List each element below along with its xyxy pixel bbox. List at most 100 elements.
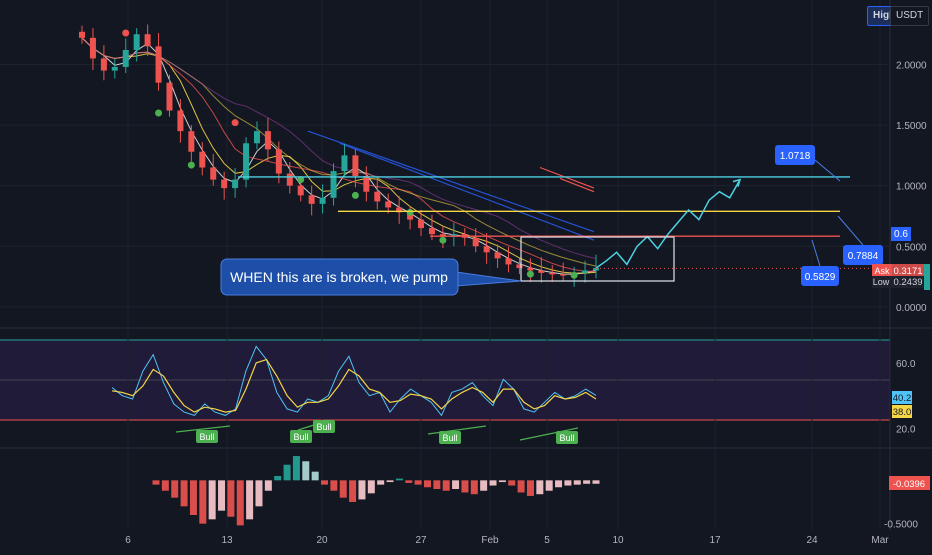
macd-bar [414,480,422,485]
x-tick-label: Mar [871,535,889,546]
level-label-3-box [801,266,839,286]
macd-bar [423,480,431,488]
rsi-value-text: 40.2 [893,393,912,404]
price-tick-label: 0.5000 [896,242,927,253]
bull-label-text: Bull [559,433,574,443]
macd-bar [274,476,282,481]
macd-bar [508,480,516,486]
candle-body [297,185,304,196]
rsi-tick-label: 60.0 [896,359,916,370]
macd-bar [152,480,160,485]
bull-label-box [313,420,335,433]
signal-dot [155,109,163,117]
signal-dot [187,161,195,169]
level-label-1[interactable]: 1.0718 [775,145,841,182]
candle-body [100,58,107,71]
candle-body [221,179,228,189]
macd-bar [236,480,244,526]
signal-dot [297,176,305,184]
x-tick-label: 24 [806,535,818,546]
candle-body [319,197,326,204]
level-label-2[interactable]: 0.7884 [837,215,883,265]
macd-bar [470,480,478,495]
level-label-3-leader [811,239,821,267]
macd-bar [255,480,263,507]
price-tick-label: 1.5000 [896,121,927,132]
candle-body [450,234,457,237]
bull-label-text: Bull [199,432,214,442]
x-tick-label: Feb [481,535,499,546]
macd-bar [161,480,169,491]
rsi-tick-label: 20.0 [896,425,916,436]
callout-box [220,258,459,296]
rsi-lines [111,345,597,417]
candle-body [166,82,173,111]
macd-value-tag: -0.0396 [889,476,930,490]
macd-bar [264,480,272,491]
breakout-box[interactable] [520,236,675,282]
level-label-3[interactable]: 0.5829 [801,239,839,286]
macd-bar [330,480,338,491]
macd-bar [545,480,553,491]
macd-bar [218,480,226,511]
ask-tag: Ask 0.3171 [872,264,924,277]
x-tick-label: 17 [709,535,721,546]
candle-body [549,272,556,275]
blue-level-tag-text: 0.6 [894,229,908,240]
candle-body [155,46,162,83]
bullish-divergence-line [519,427,579,441]
annotation-callout[interactable]: WHEN this are is broken, we pump [220,258,522,296]
low-tag-label: Low [873,277,890,287]
candle-body [374,191,381,202]
candle-body [516,264,523,269]
candle-body [407,212,414,220]
rsi-line [111,345,597,417]
x-tick-label: 10 [612,535,624,546]
macd-bar [189,480,197,515]
candle-body [363,175,370,192]
macd-bar [246,480,254,520]
macd-bar [442,480,450,491]
candle-body [232,179,239,189]
blue-level-tag: 0.6 [891,227,911,241]
signal-dot [351,191,359,199]
macd-bar [180,480,188,507]
macd-bar [461,480,469,493]
macd-bar [555,480,563,488]
price-tick-label: 2.0000 [896,61,927,72]
candle-body [308,195,315,204]
currency-button[interactable]: USDT [890,6,930,26]
price-tick-label: 1.0000 [896,182,927,193]
macd-bar [171,480,179,498]
x-tick-label: 13 [221,535,233,546]
candle-body [122,49,129,67]
candle-body [418,219,425,229]
macd-bar [358,480,366,500]
candle-body [352,155,359,176]
candle-body [111,66,118,71]
rsi-signal-line [111,358,597,413]
x-tick-label: 5 [544,535,550,546]
candle-body [243,143,250,180]
bull-label-box [556,431,578,444]
candle-body [199,151,206,168]
level-label-2-leader [837,215,864,246]
macd-bar [292,456,300,481]
bull-label-box [439,431,461,444]
macd-bar [311,471,319,481]
macd-bar [592,480,600,484]
macd-value-text: -0.0396 [893,479,925,490]
macd-bar [526,480,534,496]
trendline-red [539,166,595,189]
signal-dot [439,236,447,244]
candle-body [483,246,490,253]
candle-body [144,34,151,47]
candle-body [593,268,599,271]
signal-dot [406,208,414,216]
candle-body [538,270,545,273]
candle-body [428,228,435,235]
candle-body [494,252,501,259]
candle-body [527,268,534,271]
